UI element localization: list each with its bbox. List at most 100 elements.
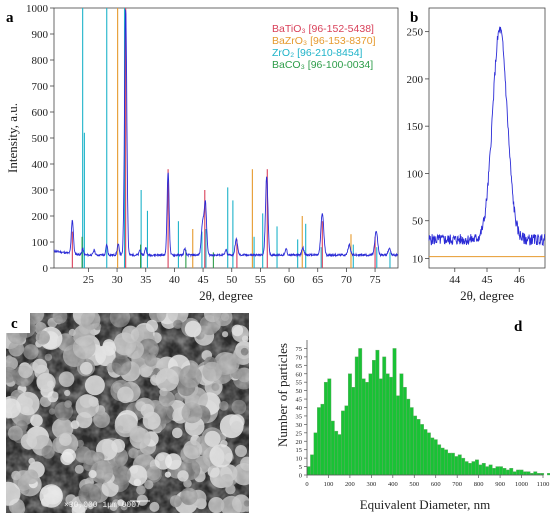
d-x-tick-label-300: 300 <box>366 481 376 488</box>
histogram-bar <box>488 464 493 476</box>
histogram-bar <box>375 349 380 476</box>
panel-b-xrd-zoom-chart: 44 45 46 10 50 100 150 200 250 b 2θ, degree <box>407 7 546 303</box>
panel-b-ticks: 44 45 46 10 50 100 150 200 250 <box>407 27 526 286</box>
histogram-bar <box>347 373 352 476</box>
histogram-bar <box>306 466 311 476</box>
histogram-bar <box>413 415 418 476</box>
x-tick-label-35: 35 <box>140 274 152 286</box>
histogram-bar <box>495 466 500 476</box>
panel-c-letter-box <box>6 313 30 333</box>
histogram-bar <box>361 378 366 476</box>
histogram-bar <box>320 403 325 476</box>
x-tick-label-40: 40 <box>169 274 181 286</box>
panel-d-x-axis-title: Equivalent Diameter, nm <box>360 497 491 512</box>
x-tick-label-25: 25 <box>83 274 95 286</box>
x-tick-label-45: 45 <box>198 274 210 286</box>
d-y-tick-label-60: 60 <box>296 371 303 378</box>
x-tick-label-50: 50 <box>226 274 238 286</box>
panel-d-y-axis-title: Number of particles <box>275 343 290 447</box>
histogram-bar <box>354 356 359 476</box>
d-y-tick-label-50: 50 <box>296 388 303 395</box>
y-tick-label-1000: 1000 <box>26 3 49 15</box>
histogram-bar <box>440 447 445 476</box>
x-tick-label-65: 65 <box>312 274 324 286</box>
d-y-tick-label-15: 15 <box>296 447 303 454</box>
panel-a-ticks: 25 30 35 40 45 50 55 60 65 70 75 0 100 200 300 400 500 60… <box>26 3 381 286</box>
d-x-tick-label-400: 400 <box>388 481 398 488</box>
panel-b-letter: b <box>410 10 418 26</box>
histogram-bar <box>509 468 514 476</box>
y-tick-label-600: 600 <box>32 107 49 119</box>
d-x-tick-label-0: 0 <box>305 481 308 488</box>
histogram-bar <box>368 373 373 476</box>
panel-a-x-axis-title: 2θ, degree <box>199 288 253 303</box>
histogram-bar <box>330 420 335 476</box>
histogram-bar <box>406 398 411 476</box>
d-y-tick-label-45: 45 <box>296 397 303 404</box>
histogram-bar <box>409 407 414 476</box>
histogram-bar <box>499 466 503 476</box>
d-x-tick-label-200: 200 <box>345 481 355 488</box>
histogram-bar <box>372 360 376 476</box>
b-x-tick-label-45: 45 <box>482 274 494 286</box>
y-tick-label-500: 500 <box>32 133 49 145</box>
sem-texture <box>6 313 249 513</box>
d-x-tick-label-500: 500 <box>409 481 419 488</box>
y-tick-label-300: 300 <box>32 185 49 197</box>
d-y-tick-label-70: 70 <box>296 354 303 361</box>
histogram-bar <box>447 452 452 476</box>
d-y-tick-label-20: 20 <box>296 439 303 446</box>
histogram-bar <box>468 462 472 476</box>
histogram-bar <box>437 444 442 476</box>
histogram-bar <box>351 387 356 476</box>
d-y-tick-label-40: 40 <box>296 405 303 412</box>
panel-b-x-axis-title: 2θ, degree <box>460 288 514 303</box>
x-tick-label-75: 75 <box>370 274 382 286</box>
panel-d-ticks: 0 100 200 300 400 500 600 700 800 900 1000 1100 0 510… <box>296 346 550 488</box>
histogram-bar <box>430 437 435 476</box>
d-y-tick-label-65: 65 <box>296 363 303 370</box>
histogram-bar <box>365 381 369 476</box>
histogram-bar <box>505 469 510 476</box>
y-tick-label-100: 100 <box>32 237 49 249</box>
b-y-tick-label-200: 200 <box>407 74 424 86</box>
histogram-bar <box>341 410 345 476</box>
histogram-bar <box>502 468 507 476</box>
b-y-tick-label-100: 100 <box>407 168 424 180</box>
histogram-bar <box>471 461 476 476</box>
b-x-tick-label-44: 44 <box>449 274 461 286</box>
histogram-bar <box>444 449 448 476</box>
histogram-bar <box>385 373 390 476</box>
panel-a-xrd-chart: 25 30 35 40 45 50 55 60 65 70 75 0 100 200 300 400 500 60… <box>5 3 399 303</box>
x-tick-label-60: 60 <box>284 274 296 286</box>
d-y-tick-label-10: 10 <box>296 456 303 463</box>
x-tick-label-30: 30 <box>112 274 124 286</box>
histogram-bar <box>516 469 521 476</box>
histogram-bar <box>475 459 479 476</box>
histogram-bar <box>454 456 459 476</box>
d-y-tick-label-35: 35 <box>296 413 303 420</box>
histogram-bar <box>310 454 315 476</box>
histogram-bar <box>389 376 394 476</box>
histogram-bar <box>485 466 490 476</box>
legend-entry-baco3: BaCO₃ [96-100-0034] <box>272 59 373 71</box>
histogram-bar <box>526 471 531 476</box>
b-y-tick-label-10: 10 <box>412 254 424 266</box>
histogram-bar <box>478 464 483 476</box>
legend-entry-batio3: BaTiO₃ [96-152-5438] <box>272 23 374 35</box>
histogram-bar <box>533 471 538 476</box>
b-y-tick-label-50: 50 <box>412 216 424 228</box>
d-x-tick-label-100: 100 <box>324 481 334 488</box>
y-tick-label-700: 700 <box>32 81 49 93</box>
y-tick-label-900: 900 <box>32 29 49 41</box>
histogram-bar <box>334 430 339 476</box>
d-y-tick-label-25: 25 <box>296 430 303 437</box>
panel-d-histogram: 0 100 200 300 400 500 600 700 800 900 1000 1100 0 510… <box>275 319 550 512</box>
histogram-bar <box>426 432 431 476</box>
panel-a-legend: BaTiO₃ [96-152-5438]BaZrO₃ [96-153-8370]… <box>272 23 376 71</box>
histogram-bar <box>461 457 466 476</box>
histogram-bar <box>399 373 404 476</box>
histogram-bar <box>323 381 328 476</box>
histogram-bar <box>358 348 363 476</box>
histogram-bar <box>317 407 321 476</box>
